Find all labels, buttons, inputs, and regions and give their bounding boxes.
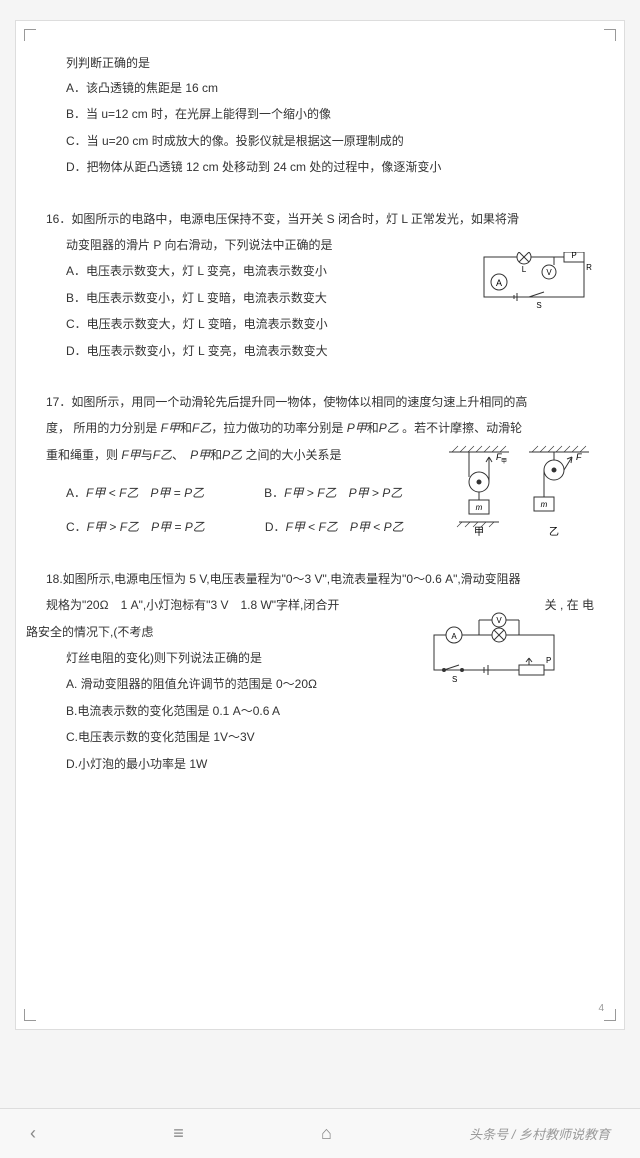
corner-mark bbox=[24, 29, 36, 41]
svg-text:甲: 甲 bbox=[501, 458, 507, 465]
svg-text:m: m bbox=[476, 503, 483, 512]
svg-text:乙: 乙 bbox=[549, 526, 559, 537]
svg-text:m: m bbox=[541, 500, 548, 509]
page-number: 4 bbox=[598, 1003, 604, 1014]
svg-text:V: V bbox=[496, 616, 502, 625]
corner-mark bbox=[24, 1009, 36, 1021]
q18-option-c: C.电压表示数的变化范围是 1V～3V bbox=[66, 724, 594, 750]
corner-mark bbox=[604, 29, 616, 41]
q16-option-c: C．电压表示数变大，灯 L 变暗，电流表示数变小 bbox=[66, 311, 594, 337]
svg-text:甲: 甲 bbox=[474, 527, 484, 537]
q18-option-d: D.小灯泡的最小功率是 1W bbox=[66, 751, 594, 777]
q17-stem: 17．如图所示，用同一个动滑轮先后提升同一物体，使物体以相同的速度匀速上升相同的… bbox=[46, 389, 594, 415]
svg-text:R: R bbox=[586, 263, 592, 272]
svg-text:S: S bbox=[536, 301, 541, 310]
svg-text:A: A bbox=[496, 278, 502, 288]
q17-stem-2: 度， 所用的力分别是 F甲和F乙，拉力做功的功率分别是 P甲和P乙 。若不计摩擦… bbox=[46, 415, 594, 441]
question-18: 18.如图所示,电源电压恒为 5 V,电压表量程为"0～3 V",电流表量程为"… bbox=[46, 566, 594, 777]
svg-text:A: A bbox=[451, 632, 457, 641]
menu-icon[interactable]: ≡ bbox=[173, 1123, 184, 1144]
bottom-navbar: ‹ ≡ ⌂ 头条号 / 乡村教师说教育 bbox=[0, 1108, 640, 1158]
question-15: 列判断正确的是 A．该凸透镜的焦距是 16 cm B．当 u=12 cm 时，在… bbox=[46, 51, 594, 181]
q16-circuit-figure: A L V S P R bbox=[474, 252, 594, 312]
q17-option-c: C．F甲 > F乙 P甲 = P乙 bbox=[66, 514, 205, 540]
home-icon[interactable]: ⌂ bbox=[321, 1123, 332, 1144]
document-page: 列判断正确的是 A．该凸透镜的焦距是 16 cm B．当 u=12 cm 时，在… bbox=[15, 20, 625, 1030]
question-16: 16．如图所示的电路中，电源电压保持不变，当开关 S 闭合时，灯 L 正常发光，… bbox=[46, 206, 594, 364]
q15-option-d: D．把物体从距凸透镜 12 cm 处移动到 24 cm 处的过程中，像逐渐变小 bbox=[66, 154, 594, 180]
q15-intro: 列判断正确的是 bbox=[66, 51, 594, 75]
back-icon[interactable]: ‹ bbox=[30, 1123, 36, 1144]
svg-text:F: F bbox=[576, 452, 582, 462]
svg-text:P: P bbox=[546, 656, 551, 665]
q18-option-b: B.电流表示数的变化范围是 0.1 A～0.6 A bbox=[66, 698, 594, 724]
svg-text:L: L bbox=[522, 265, 527, 274]
q15-option-a: A．该凸透镜的焦距是 16 cm bbox=[66, 75, 594, 101]
watermark-text: 头条号 / 乡村教师说教育 bbox=[469, 1124, 610, 1143]
corner-mark bbox=[604, 1009, 616, 1021]
question-17: 17．如图所示，用同一个动滑轮先后提升同一物体，使物体以相同的速度匀速上升相同的… bbox=[46, 389, 594, 541]
q16-option-d: D．电压表示数变小，灯 L 变亮，电流表示数变大 bbox=[66, 338, 594, 364]
svg-text:S: S bbox=[452, 675, 457, 684]
q17-option-d: D．F甲 < F乙 P甲 < P乙 bbox=[265, 514, 404, 540]
q15-option-b: B．当 u=12 cm 时，在光屏上能得到一个缩小的像 bbox=[66, 101, 594, 127]
q16-stem: 16．如图所示的电路中，电源电压保持不变，当开关 S 闭合时，灯 L 正常发光，… bbox=[46, 206, 594, 232]
q18-circuit-figure: A V S P bbox=[424, 610, 564, 680]
svg-text:P: P bbox=[571, 252, 576, 260]
q17-option-b: B．F甲 > F乙 P甲 > P乙 bbox=[264, 480, 402, 506]
q17-pulley-figure: F 甲 F m m 甲 乙 bbox=[444, 442, 594, 532]
svg-text:V: V bbox=[546, 268, 552, 277]
q15-option-c: C．当 u=20 cm 时成放大的像。投影仪就是根据这一原理制成的 bbox=[66, 128, 594, 154]
q17-option-a: A．F甲 < F乙 P甲 = P乙 bbox=[66, 480, 204, 506]
q18-stem: 18.如图所示,电源电压恒为 5 V,电压表量程为"0～3 V",电流表量程为"… bbox=[46, 566, 594, 592]
